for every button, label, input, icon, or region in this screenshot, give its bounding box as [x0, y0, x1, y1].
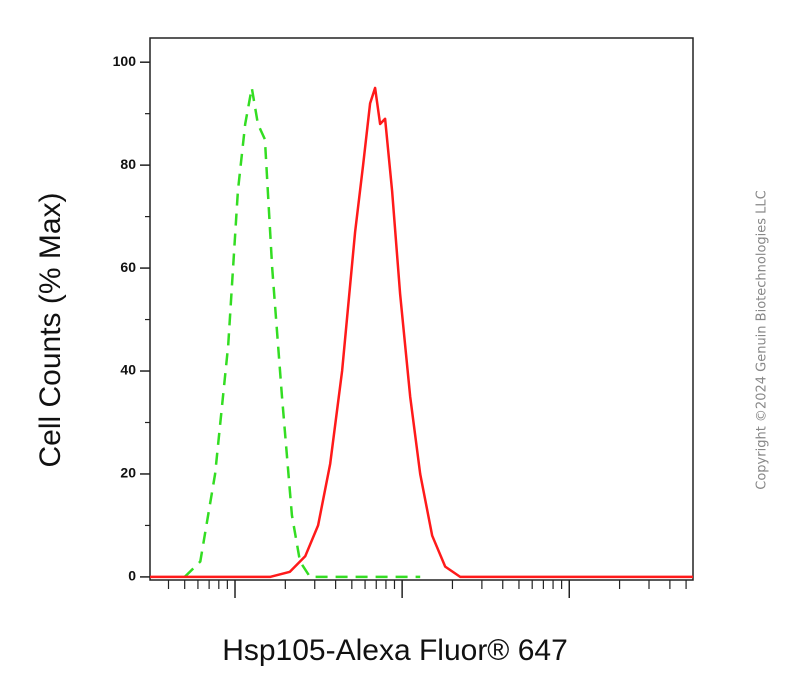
plot-frame [149, 37, 694, 581]
x-axis-title: Hsp105-Alexa Fluor® 647 [222, 634, 568, 667]
series-line [150, 86, 693, 579]
copyright: Copyright ©2024 Genuin Biotechnologies L… [755, 190, 770, 489]
y-axis-title: Cell Counts (% Max) [34, 192, 67, 467]
y-tick-label: 40 [120, 362, 136, 378]
y-tick-label: 0 [128, 568, 136, 584]
y-tick-label: 60 [120, 259, 136, 275]
y-tick-label: 100 [113, 53, 137, 69]
y-tick-label: 20 [120, 465, 136, 481]
series-line [183, 86, 421, 579]
y-tick-label: 80 [120, 156, 136, 172]
